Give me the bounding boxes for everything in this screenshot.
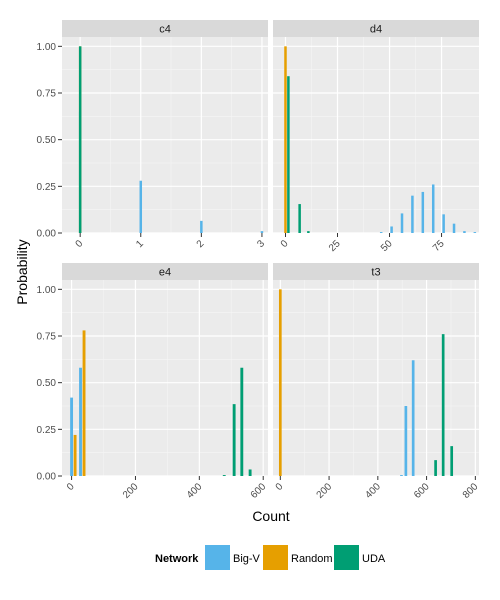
- x-tick-label: 50: [379, 238, 395, 254]
- bar-uda: [434, 460, 437, 476]
- bar-big-v: [390, 226, 393, 233]
- bar-random: [278, 289, 282, 476]
- bar-big-v: [452, 223, 456, 233]
- bar-big-v: [400, 475, 403, 476]
- bar-big-v: [442, 214, 445, 233]
- x-tick-label: 0: [65, 481, 77, 493]
- bar-big-v: [400, 213, 404, 233]
- y-tick-label: 0.00: [37, 229, 57, 240]
- x-tick-label: 800: [461, 481, 481, 501]
- facet-strip: [62, 263, 268, 280]
- panel-background: [273, 37, 479, 233]
- bar-big-v: [411, 360, 415, 476]
- facet-strip: [273, 263, 479, 280]
- bar-uda: [441, 334, 445, 476]
- bar-big-v: [473, 232, 477, 233]
- panel-e4: e4 0.00 0.25 0.50 0.75 1.00 0 200 400 600: [37, 263, 269, 501]
- bar-big-v: [421, 191, 425, 233]
- bar-uda: [240, 367, 244, 476]
- bar-random: [82, 330, 86, 476]
- y-tick-label: 1.00: [37, 285, 57, 296]
- bar-big-v: [79, 367, 82, 476]
- bar-big-v: [463, 231, 466, 233]
- bar-uda: [248, 469, 252, 476]
- y-tick-label: 0.00: [37, 472, 57, 483]
- x-tick-label: 400: [185, 481, 205, 501]
- bar-big-v: [200, 220, 203, 233]
- x-tick-label: 400: [363, 481, 383, 501]
- y-tick-label: 0.75: [37, 332, 57, 343]
- facet-label: c4: [159, 24, 171, 36]
- x-axis-title: Count: [252, 508, 289, 524]
- bar-big-v: [379, 232, 383, 233]
- y-tick-label: 0.25: [37, 182, 57, 193]
- y-tick-label: 0.75: [37, 89, 57, 100]
- panel-c4: c4 0.00 0.25 0.50 0.75 1.00 0 1 2 3: [37, 20, 268, 250]
- y-tick-label: 0.50: [37, 378, 57, 389]
- facet-strip: [273, 20, 479, 37]
- bar-uda: [450, 446, 454, 476]
- x-tick-label: 600: [249, 481, 269, 501]
- bar-uda: [232, 404, 236, 476]
- bar-big-v: [139, 180, 143, 233]
- bar-random: [284, 46, 287, 234]
- y-tick-label: 0.50: [37, 135, 57, 146]
- x-tick-label: 75: [431, 238, 447, 254]
- bar-uda: [307, 231, 310, 233]
- panel-background: [62, 37, 268, 233]
- legend-label: UDA: [362, 553, 386, 565]
- legend: Network Big-V Random UDA: [155, 545, 386, 570]
- bar-big-v: [411, 195, 414, 233]
- x-tick-label: 200: [315, 481, 335, 501]
- x-tick-label: 0: [279, 238, 291, 250]
- facet-label: d4: [370, 24, 382, 36]
- x-tick-label: 200: [121, 481, 141, 501]
- bar-uda: [298, 204, 301, 233]
- x-tick-label: 1: [134, 238, 146, 250]
- legend-label: Random: [291, 553, 333, 565]
- x-tick-label: 0: [274, 481, 286, 493]
- x-tick-label: 600: [412, 481, 432, 501]
- bar-random: [73, 434, 77, 476]
- facet-label: t3: [371, 267, 380, 279]
- bar-big-v: [431, 184, 435, 233]
- panel-d4: d4 0 25 50 75: [273, 20, 479, 254]
- y-axis-title: Probability: [14, 239, 30, 304]
- y-tick-label: 0.25: [37, 425, 57, 436]
- bar-big-v: [70, 397, 74, 476]
- bar-uda: [287, 76, 290, 233]
- legend-title: Network: [155, 553, 199, 565]
- x-tick-label: 0: [74, 238, 86, 250]
- bar-uda: [222, 475, 226, 476]
- facet-strip: [62, 20, 268, 37]
- legend-key-random: [263, 545, 288, 570]
- facet-label: e4: [159, 267, 171, 279]
- panel-t3: t3 0 200 400 600 800: [273, 263, 481, 501]
- x-tick-label: 2: [195, 238, 207, 250]
- legend-key-uda: [334, 545, 359, 570]
- bar-uda: [78, 46, 82, 234]
- x-tick-label: 3: [255, 238, 267, 250]
- panel-background: [273, 280, 479, 476]
- legend-label: Big-V: [233, 553, 261, 565]
- bar-big-v: [404, 406, 408, 476]
- y-tick-label: 1.00: [37, 42, 57, 53]
- panel-background: [62, 280, 268, 476]
- bar-big-v: [260, 231, 264, 233]
- legend-key-big-v: [205, 545, 230, 570]
- x-tick-label: 25: [327, 238, 343, 254]
